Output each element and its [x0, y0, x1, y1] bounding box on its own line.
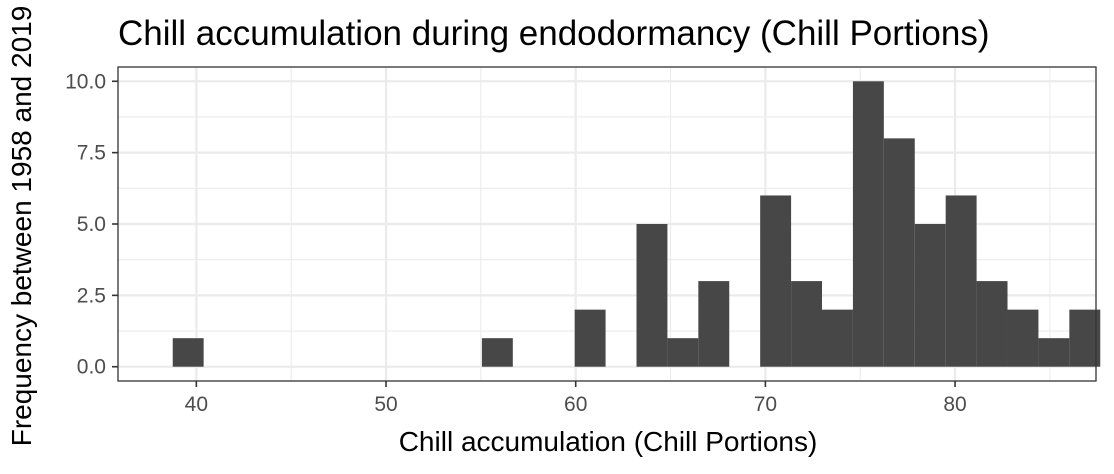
- x-tick-label: 50: [374, 393, 397, 416]
- x-tick-label: 60: [564, 393, 587, 416]
- x-tick-label: 70: [754, 393, 777, 416]
- histogram-bar: [636, 224, 668, 367]
- histogram-bar: [791, 281, 823, 367]
- histogram-bar: [667, 338, 699, 367]
- y-tick-label: 10.0: [65, 70, 106, 93]
- histogram-bar: [698, 281, 730, 367]
- histogram-bar: [914, 224, 946, 367]
- x-tick-labels: 40 50 60 70 80: [185, 393, 967, 416]
- y-tick-label: 0.0: [77, 356, 106, 379]
- histogram-bar: [1038, 338, 1070, 367]
- histogram-bars: [172, 81, 1101, 367]
- axis-ticks: [112, 80, 956, 387]
- y-tick-label: 7.5: [77, 142, 106, 165]
- y-tick-label: 2.5: [77, 284, 106, 307]
- x-tick-label: 80: [943, 393, 966, 416]
- histogram-bar: [945, 195, 977, 367]
- histogram-bar: [1007, 309, 1039, 367]
- histogram-bar: [883, 138, 915, 367]
- y-axis-title: Frequency between 1958 and 2019: [6, 6, 37, 447]
- x-axis-title: Chill accumulation (Chill Portions): [399, 426, 818, 457]
- x-tick-label: 40: [185, 393, 208, 416]
- histogram-bar: [822, 309, 853, 367]
- histogram-bar: [976, 281, 1008, 367]
- histogram-bar: [1069, 309, 1101, 367]
- histogram-bar: [574, 309, 606, 367]
- histogram-bar: [760, 195, 792, 367]
- chart-title: Chill accumulation during endodormancy (…: [118, 14, 990, 53]
- histogram-bar: [172, 338, 204, 367]
- histogram-bar: [852, 81, 884, 367]
- histogram-bar: [481, 338, 513, 367]
- y-tick-label: 5.0: [77, 213, 106, 236]
- y-tick-labels: 0.0 2.5 5.0 7.5 10.0: [65, 70, 106, 378]
